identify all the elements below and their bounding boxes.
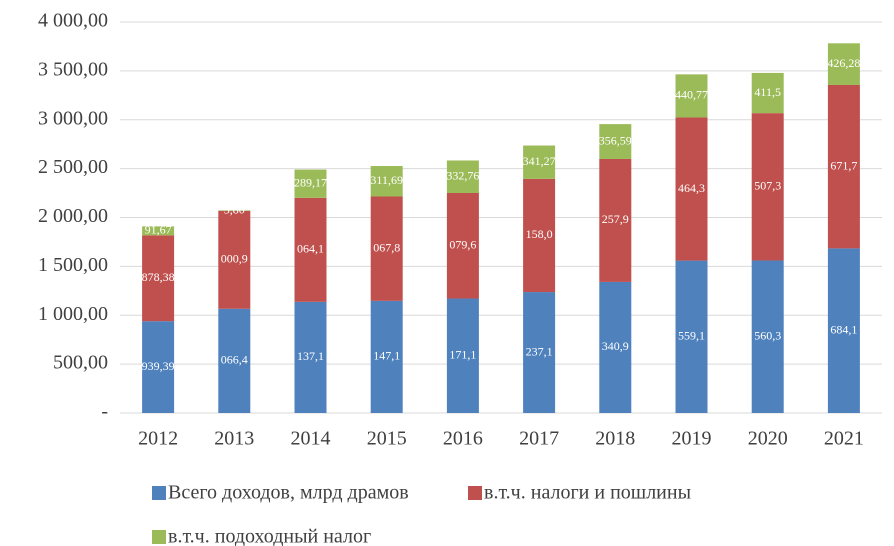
bar-segment [446,192,479,299]
y-tick-label: 3 500,00 [38,58,108,80]
bar-segment [294,169,327,198]
data-label: 878,38 [142,270,175,284]
y-tick-label: 500,00 [53,352,108,374]
legend-label: в.т.ч. подоходный налог [168,526,371,546]
x-tick-label: 2013 [214,428,254,450]
data-label: 067,8 [373,240,400,254]
y-tick-label: 2 000,00 [38,205,108,227]
data-label: 079,6 [449,238,476,252]
bar-segment [142,226,175,236]
bar-segment [294,197,327,302]
bar-segment [827,84,860,249]
data-label: 356,59 [599,133,632,147]
legend-swatch [468,486,482,500]
data-label: 066,4 [221,353,248,367]
data-label: 137,1 [297,349,324,363]
data-label: 426,28 [827,56,860,70]
data-label: 158,0 [526,227,553,241]
x-tick-label: 2018 [595,428,635,450]
x-tick-label: 2014 [291,428,331,450]
data-label: 332,76 [446,168,479,182]
bar-segment [599,124,632,159]
y-tick-label: - [101,401,108,423]
y-tick-label: 3 000,00 [38,107,108,129]
data-label: 671,7 [830,158,857,172]
bar-segment [218,308,251,413]
data-label: 340,9 [602,339,629,353]
bar-segment [827,43,860,85]
bar-segment [446,298,479,413]
legend-label: в.т.ч. налоги и пошлины [484,482,691,504]
legend-swatch [152,530,166,544]
bar-segment [675,74,708,118]
bar-segment [523,292,556,413]
bar-segment [599,281,632,413]
legend: Всего доходов, млрд драмов в.т.ч. налоги… [152,482,691,546]
y-tick-label: 1 500,00 [38,254,108,276]
y-tick-label: 2 500,00 [38,156,108,178]
data-label: 464,3 [678,181,705,195]
bar-segment [675,260,708,413]
data-label: 064,1 [297,242,324,256]
data-label: 91,67 [145,223,172,237]
data-label: 257,9 [602,212,629,226]
bar-segment [523,178,556,293]
y-tick-label: 4 000,00 [38,10,108,32]
x-tick-label: 2016 [443,428,483,450]
data-label: 440,77 [675,88,708,102]
legend-label: Всего доходов, млрд драмов [168,482,409,504]
bar-segment [675,117,708,261]
data-label: 559,1 [678,329,705,343]
bar-segment [370,196,403,301]
x-tick-label: 2015 [367,428,407,450]
legend-swatch [152,486,166,500]
y-tick-label: 1 000,00 [38,303,108,325]
bar-segment [218,210,251,309]
bar-segment [294,301,327,413]
bar-segment [523,145,556,179]
data-label: 684,1 [830,322,857,336]
data-label: 341,27 [523,154,556,168]
data-label: 507,3 [754,179,781,193]
data-label: 000,9 [221,252,248,266]
bar-segment [751,260,784,413]
data-label: 289,17 [294,175,327,189]
bar-segment [370,166,403,197]
data-label: 147,1 [373,349,400,363]
data-label: 411,5 [754,85,781,99]
x-tick-label: 2020 [748,428,788,450]
x-tick-label: 2021 [824,428,864,450]
bar-segment [827,248,860,413]
bar-segment [142,235,175,322]
bar-segment [599,158,632,282]
bar-segment [370,300,403,413]
data-label: 311,69 [370,173,403,187]
data-label: 560,3 [754,328,781,342]
x-tick-label: 2019 [672,428,712,450]
data-label: 939,39 [142,359,175,373]
bar-segment [142,321,175,413]
data-label: 237,1 [526,344,553,358]
bar-segment [446,160,479,193]
bar-segment [751,113,784,261]
bar-segment [751,72,784,114]
data-label: 5,80 [224,202,245,216]
x-tick-label: 2017 [519,428,559,450]
bar-segment [218,210,251,211]
data-label: 171,1 [449,348,476,362]
x-tick-label: 2012 [138,428,178,450]
